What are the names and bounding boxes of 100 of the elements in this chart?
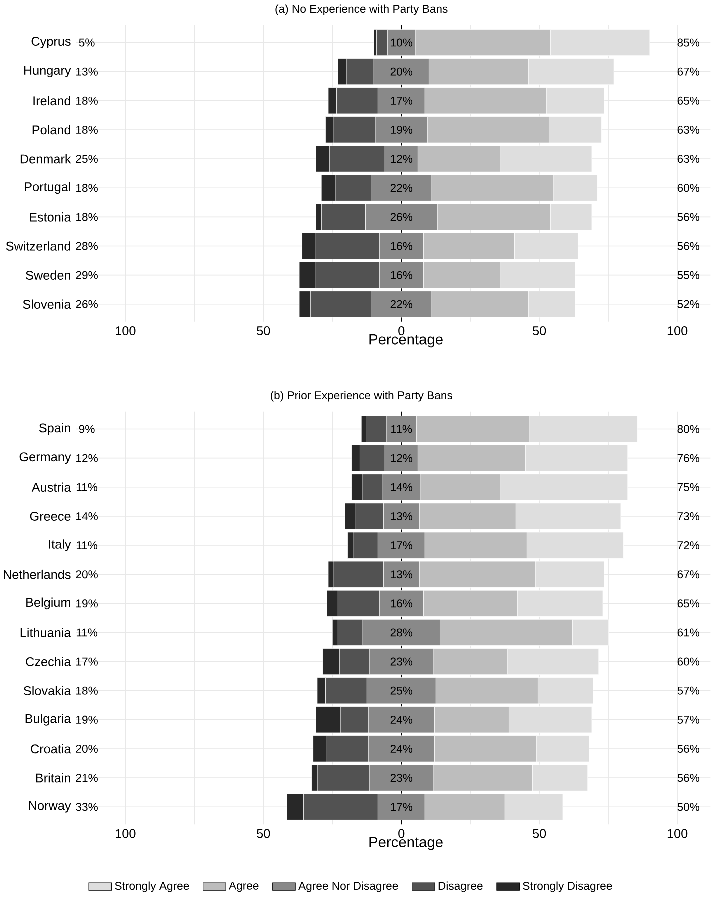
data-label: 17% bbox=[391, 96, 413, 105]
annotation: 56% bbox=[678, 213, 700, 222]
annotation: 11% bbox=[76, 483, 98, 492]
y-tick-label: Spain bbox=[39, 423, 70, 436]
y-tick-label: Slovenia bbox=[23, 300, 72, 310]
data-label: 19% bbox=[391, 126, 413, 134]
data-label: 20% bbox=[390, 68, 413, 76]
annotation: 11% bbox=[76, 542, 98, 550]
y-tick-label: Norway bbox=[29, 801, 72, 813]
legend-label: Strongly Agree bbox=[115, 882, 190, 892]
y-tick-label: Hungary bbox=[24, 66, 72, 78]
annotation: 75% bbox=[678, 483, 700, 492]
y-tick-label: Bulgaria bbox=[26, 714, 72, 726]
annotation: 19% bbox=[76, 600, 98, 608]
x-tick-label: 100 bbox=[116, 326, 136, 336]
legend-label: Disagree bbox=[438, 882, 483, 892]
annotation: 17% bbox=[76, 658, 98, 666]
annotation: 25% bbox=[76, 155, 98, 164]
chart-title: (a) No Experience with Party Bans bbox=[276, 4, 448, 16]
data-label: 16% bbox=[391, 271, 413, 280]
annotation: 33% bbox=[76, 803, 98, 812]
data-label: 16% bbox=[391, 600, 413, 608]
y-tick-label: Portugal bbox=[25, 182, 70, 194]
y-tick-label: Croatia bbox=[31, 744, 72, 754]
data-label: 16% bbox=[391, 242, 413, 250]
x-tick-label: 100 bbox=[116, 829, 136, 838]
annotation: 28% bbox=[76, 242, 98, 250]
x-tick-label: 50 bbox=[257, 326, 270, 336]
y-tick-label: Ireland bbox=[34, 96, 70, 106]
data-label: 22% bbox=[390, 300, 413, 308]
legend-label: Strongly Disagree bbox=[523, 882, 612, 892]
annotation: 19% bbox=[76, 716, 98, 724]
y-tick-label: Greece bbox=[30, 512, 71, 521]
y-tick-label: Germany bbox=[20, 452, 72, 464]
y-tick-label: Cyprus bbox=[32, 37, 71, 49]
annotation: 73% bbox=[678, 512, 700, 520]
annotation: 67% bbox=[678, 570, 700, 579]
annotation: 55% bbox=[678, 271, 700, 280]
chart-title: (b) Prior Experience with Party Bans bbox=[270, 391, 452, 402]
annotation: 18% bbox=[76, 213, 98, 222]
x-tick-label: 50 bbox=[533, 326, 546, 336]
annotation: 67% bbox=[678, 68, 700, 76]
annotation: 85% bbox=[678, 38, 700, 47]
data-label: 10% bbox=[391, 38, 413, 47]
annotation: 18% bbox=[76, 96, 98, 105]
data-label: 25% bbox=[390, 686, 413, 695]
y-tick-label: Sweden bbox=[26, 270, 70, 280]
annotation: 80% bbox=[678, 425, 700, 434]
annotation: 29% bbox=[76, 271, 98, 280]
data-label: 28% bbox=[390, 628, 413, 637]
x-tick-label: 0 bbox=[398, 829, 405, 838]
data-label: 24% bbox=[390, 745, 413, 753]
annotation: 18% bbox=[76, 184, 98, 192]
annotation: 57% bbox=[678, 686, 700, 695]
x-tick-label: 50 bbox=[533, 829, 546, 838]
y-tick-label: Belgium bbox=[26, 598, 70, 610]
y-tick-label: Denmark bbox=[20, 154, 72, 164]
data-label: 23% bbox=[390, 658, 413, 666]
annotation: 20% bbox=[76, 570, 98, 579]
x-tick-label: 100 bbox=[668, 829, 688, 838]
y-tick-label: Switzerland bbox=[6, 242, 70, 251]
annotation: 56% bbox=[678, 242, 700, 250]
annotation: 5% bbox=[79, 38, 95, 47]
y-tick-label: Poland bbox=[32, 125, 70, 135]
annotation: 56% bbox=[678, 774, 700, 782]
x-tick-label: 100 bbox=[668, 326, 688, 336]
annotation: 56% bbox=[678, 744, 700, 754]
x-tick-label: 0 bbox=[398, 326, 405, 336]
annotation: 57% bbox=[678, 716, 700, 724]
legend-label: Agree bbox=[229, 882, 259, 892]
y-tick-label: Lithuania bbox=[20, 628, 72, 638]
y-tick-label: Britain bbox=[36, 773, 70, 783]
annotation: 11% bbox=[76, 628, 98, 637]
annotation: 52% bbox=[678, 300, 700, 308]
annotation: 14% bbox=[76, 512, 98, 520]
y-tick-label: Austria bbox=[32, 482, 72, 492]
annotation: 21% bbox=[76, 774, 98, 782]
annotation: 76% bbox=[678, 454, 700, 462]
annotation: 63% bbox=[678, 155, 700, 164]
y-tick-label: Netherlands bbox=[4, 570, 71, 580]
annotation: 63% bbox=[678, 126, 700, 134]
annotation: 26% bbox=[76, 300, 98, 308]
x-axis-title: Percentage bbox=[370, 334, 443, 348]
annotation: 60% bbox=[678, 184, 700, 192]
data-label: 17% bbox=[391, 542, 413, 550]
annotation: 18% bbox=[76, 126, 98, 134]
y-tick-label: Italy bbox=[49, 540, 72, 552]
y-tick-label: Slovakia bbox=[24, 686, 72, 696]
annotation: 20% bbox=[76, 744, 98, 754]
data-label: 11% bbox=[392, 425, 412, 434]
annotation: 13% bbox=[76, 68, 98, 76]
annotation: 65% bbox=[678, 600, 700, 608]
data-label: 22% bbox=[390, 184, 413, 192]
x-tick-label: 50 bbox=[257, 829, 270, 838]
x-axis-title: Percentage bbox=[370, 837, 443, 850]
annotation: 72% bbox=[678, 542, 700, 550]
y-tick-label: Estonia bbox=[30, 212, 72, 222]
annotation: 12% bbox=[76, 454, 98, 462]
annotation: 60% bbox=[678, 658, 700, 666]
annotation: 18% bbox=[76, 686, 98, 695]
